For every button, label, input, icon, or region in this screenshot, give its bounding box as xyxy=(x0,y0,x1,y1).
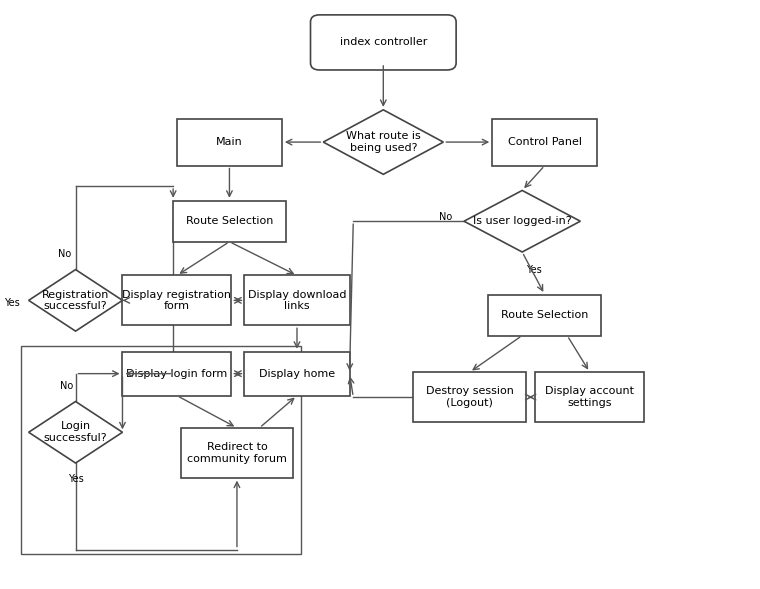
Text: index controller: index controller xyxy=(340,38,427,48)
Text: Main: Main xyxy=(216,137,242,147)
Text: Redirect to
community forum: Redirect to community forum xyxy=(187,442,287,464)
Text: Control Panel: Control Panel xyxy=(508,137,581,147)
Text: Destroy session
(Logout): Destroy session (Logout) xyxy=(426,386,514,408)
Text: No: No xyxy=(58,249,71,259)
Bar xyxy=(245,276,350,325)
Bar xyxy=(492,118,597,166)
Bar xyxy=(413,372,526,422)
Text: Display home: Display home xyxy=(259,369,335,379)
Text: Login
successful?: Login successful? xyxy=(44,422,107,443)
Text: Is user logged-in?: Is user logged-in? xyxy=(473,216,572,226)
Bar xyxy=(122,352,231,396)
Bar xyxy=(535,372,644,422)
Polygon shape xyxy=(323,110,443,174)
Text: Yes: Yes xyxy=(68,474,84,484)
Text: Display login form: Display login form xyxy=(126,369,227,379)
Bar xyxy=(173,201,286,241)
Bar xyxy=(177,118,282,166)
Text: Registration
successful?: Registration successful? xyxy=(42,290,109,311)
Polygon shape xyxy=(464,190,581,252)
FancyBboxPatch shape xyxy=(311,15,456,70)
Text: Yes: Yes xyxy=(4,298,20,308)
Text: What route is
being used?: What route is being used? xyxy=(346,131,421,153)
Bar xyxy=(489,294,601,336)
Text: Route Selection: Route Selection xyxy=(185,216,273,226)
Polygon shape xyxy=(29,402,122,463)
Bar xyxy=(21,346,301,554)
Text: Yes: Yes xyxy=(526,265,541,275)
Bar xyxy=(181,428,293,478)
Text: Display download
links: Display download links xyxy=(248,290,347,311)
Text: Display account
settings: Display account settings xyxy=(545,386,635,408)
Polygon shape xyxy=(29,270,122,331)
Text: Display registration
form: Display registration form xyxy=(122,290,231,311)
Text: Route Selection: Route Selection xyxy=(501,310,588,320)
Bar xyxy=(122,276,231,325)
Text: No: No xyxy=(60,381,73,391)
Text: No: No xyxy=(439,211,453,221)
Bar xyxy=(245,352,350,396)
